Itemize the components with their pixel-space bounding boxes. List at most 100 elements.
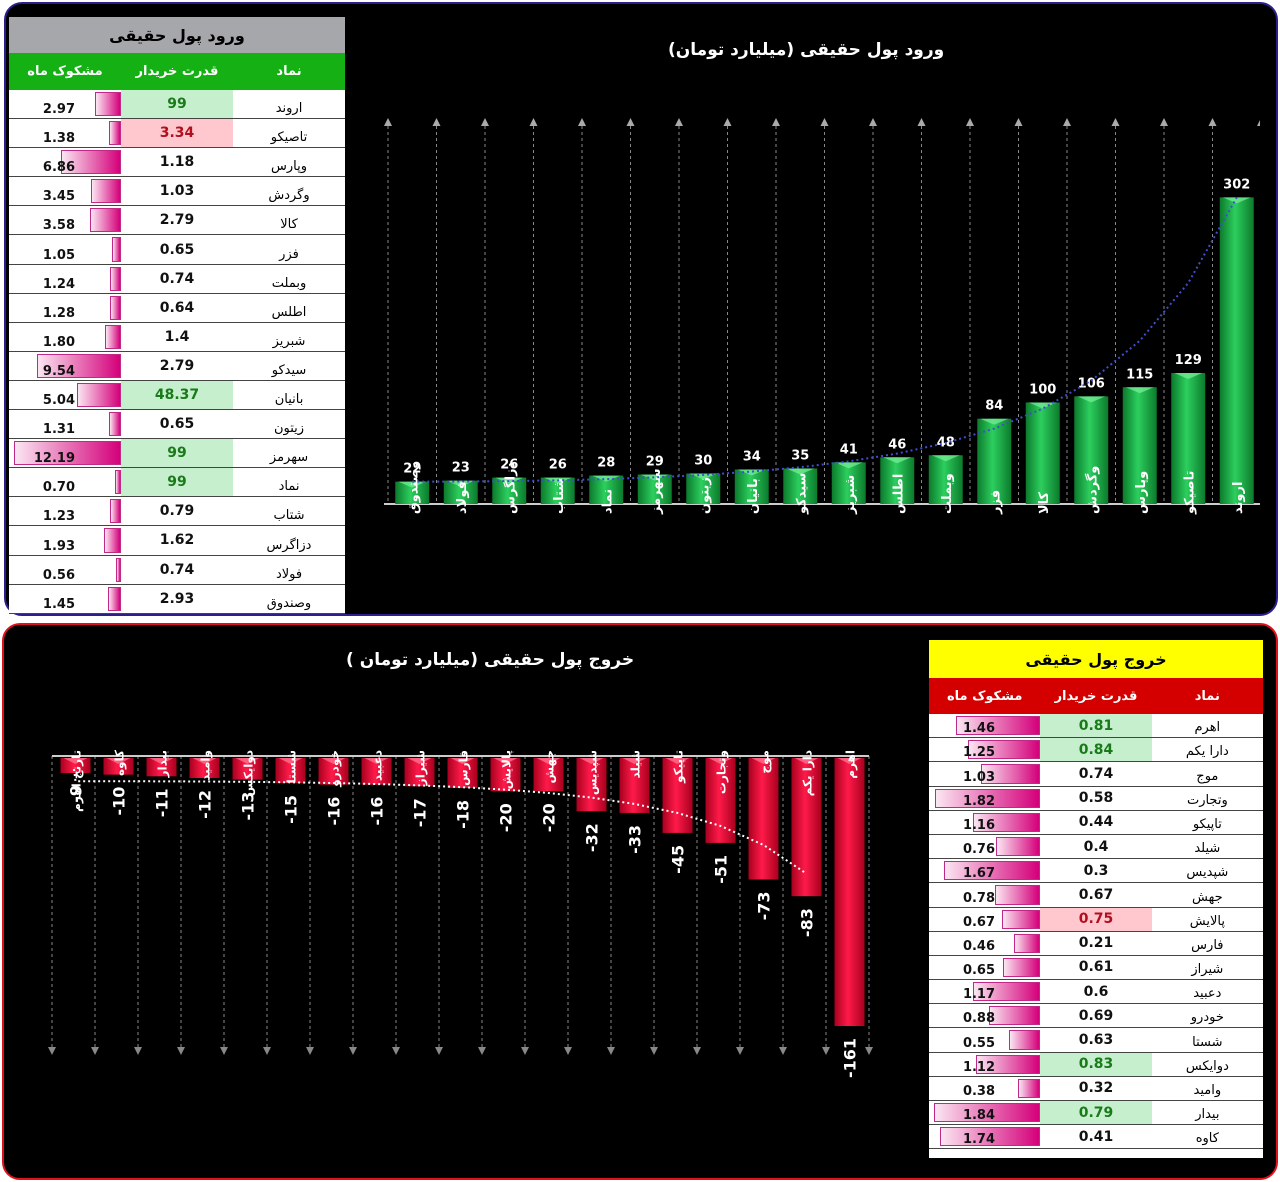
suspicious-cell: 0.78 xyxy=(929,883,1041,906)
suspicious-value: 1.74 xyxy=(962,1132,996,1148)
arrow-down-icon xyxy=(48,1047,56,1055)
table-row: وبملت 0.74 1.24 xyxy=(9,265,345,294)
suspicious-value: 3.45 xyxy=(42,189,75,205)
table-row: دوایکس 0.83 1.12 xyxy=(929,1052,1263,1077)
buyer-power-cell: 0.69 xyxy=(1078,1007,1114,1024)
data-label: 35 xyxy=(791,448,809,463)
arrow-up-icon xyxy=(1014,118,1023,126)
arrow-up-icon xyxy=(1160,118,1168,126)
data-label: -73 xyxy=(755,892,774,921)
buyer-power-cell: 0.64 xyxy=(159,299,195,316)
category-label: تاصیکو xyxy=(1182,471,1197,515)
bar xyxy=(662,758,693,833)
table-row: شتاب 0.79 1.23 xyxy=(9,497,345,527)
databar xyxy=(1008,1030,1041,1050)
table-row: شبریز 1.4 1.80 xyxy=(9,323,345,352)
data-label: 129 xyxy=(1175,353,1202,368)
suspicious-value: 9.54 xyxy=(42,363,75,379)
symbol-cell: شیلد xyxy=(1194,841,1221,857)
bar xyxy=(748,758,779,880)
suspicious-value: 1.80 xyxy=(42,334,75,350)
arrow-up-icon xyxy=(966,118,974,126)
data-label: 46 xyxy=(888,437,906,452)
category-label: وصندوق xyxy=(406,461,421,514)
arrow-down-icon xyxy=(435,1047,443,1055)
buyer-power-cell: 0.65 xyxy=(159,416,195,433)
outflow-chart-title: خروج پول حقیقی (میلیارد تومان ) xyxy=(346,650,635,670)
category-label: شتاب xyxy=(552,478,567,514)
category-label: وگردش xyxy=(1084,466,1100,514)
buyer-power-cell: 2.79 xyxy=(159,357,195,374)
symbol-cell: خودرو xyxy=(1190,1010,1224,1026)
table-row: خودرو 0.69 0.88 xyxy=(929,1004,1263,1029)
symbol-cell: بیدار xyxy=(1195,1107,1220,1123)
databar xyxy=(89,208,121,233)
suspicious-cell: 1.12 xyxy=(929,1053,1041,1076)
category-label: اطلس xyxy=(891,474,906,514)
symbol-cell: دعبید xyxy=(1193,986,1222,1002)
bar xyxy=(1074,396,1109,504)
buyer-power-cell: 0.79 xyxy=(159,503,195,520)
arrow-up-icon xyxy=(578,118,586,126)
category-label: بانیان xyxy=(746,478,761,514)
table-row: اروند 99 2.97 xyxy=(9,90,345,120)
suspicious-value: 0.46 xyxy=(962,938,996,954)
category-label: شیراز xyxy=(414,750,428,786)
header-suspicious: مشکوک ماه xyxy=(946,688,1023,704)
category-label: شستا xyxy=(285,750,299,783)
category-label: شیلد xyxy=(629,750,643,779)
buyer-power-cell: 0.75 xyxy=(1040,907,1152,931)
symbol-cell: فارس xyxy=(1191,937,1224,953)
arrow-up-icon xyxy=(820,118,829,126)
buyer-power-cell: 0.44 xyxy=(1078,814,1114,831)
symbol-cell: وبملت xyxy=(271,275,307,291)
databar xyxy=(105,324,121,349)
header-buyer-power: قدرت خریدار xyxy=(1054,688,1138,704)
bar xyxy=(189,758,220,778)
suspicious-cell: 1.45 xyxy=(9,585,121,613)
suspicious-value: 1.46 xyxy=(962,721,996,737)
suspicious-cell: 0.46 xyxy=(929,932,1041,955)
suspicious-cell: 1.16 xyxy=(929,811,1041,834)
category-label: دوایکس xyxy=(242,750,257,796)
suspicious-cell: 9.54 xyxy=(9,352,121,380)
category-label: خودرو xyxy=(328,750,343,788)
table-row: زیتون 0.65 1.31 xyxy=(9,410,345,440)
symbol-cell: سیدکو xyxy=(271,362,307,378)
category-label: وبملت xyxy=(940,473,955,514)
databar xyxy=(108,586,121,611)
suspicious-value: 1.05 xyxy=(42,247,75,263)
category-label: وتجارت xyxy=(715,750,730,794)
data-label: 29 xyxy=(646,455,664,470)
trendline xyxy=(412,196,1238,483)
arrow-down-icon xyxy=(607,1047,615,1055)
category-label: کالا xyxy=(1037,491,1052,514)
category-label: تاپیکو xyxy=(672,750,687,784)
data-label: 100 xyxy=(1029,382,1056,397)
suspicious-cell: 1.67 xyxy=(929,859,1041,882)
databar xyxy=(996,836,1041,857)
symbol-cell: شیراز xyxy=(1191,962,1224,978)
data-label: -13 xyxy=(239,792,258,821)
suspicious-cell: 1.25 xyxy=(929,738,1041,761)
buyer-power-cell: 2.93 xyxy=(159,590,195,607)
suspicious-value: 0.65 xyxy=(962,963,996,979)
table-row: موج 0.74 1.03 xyxy=(929,762,1263,787)
buyer-power-cell: 0.74 xyxy=(1078,765,1114,782)
category-label: فولاد xyxy=(455,481,470,514)
suspicious-cell: 0.88 xyxy=(929,1004,1041,1027)
table-row: شیلد 0.4 0.76 xyxy=(929,835,1263,860)
table-row: تاصیکو 3.34 1.38 xyxy=(9,119,345,149)
suspicious-value: 12.19 xyxy=(33,451,75,467)
data-label: -16 xyxy=(368,797,387,826)
category-label: سهرمز xyxy=(649,468,664,515)
table-row: بانیان 48.37 5.04 xyxy=(9,380,345,411)
symbol-cell: جهش xyxy=(1192,889,1223,905)
arrow-up-icon xyxy=(626,118,635,126)
inflow-chart-title: ورود پول حقیقی (میلیارد تومان) xyxy=(668,40,945,60)
suspicious-value: 0.67 xyxy=(962,914,996,930)
table-row: کالا 2.79 3.58 xyxy=(9,206,345,236)
databar xyxy=(934,788,1041,808)
suspicious-value: 0.88 xyxy=(962,1011,996,1027)
suspicious-cell: 1.23 xyxy=(9,497,121,525)
